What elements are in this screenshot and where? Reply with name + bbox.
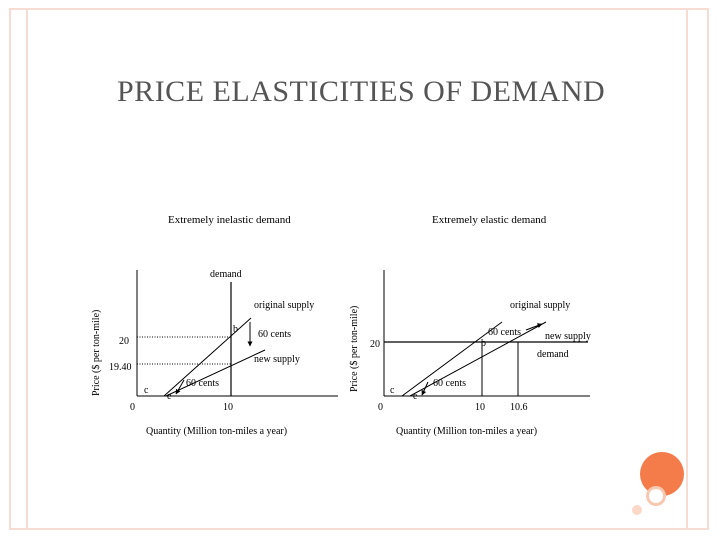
right-price-20: 20 [370,339,380,350]
right-y-axis-label: Price ($ per ton-mile) [349,306,360,392]
left-y-axis-label: Price ($ per ton-mile) [91,310,102,396]
left-point-e: e [167,391,172,402]
right-shift-arrow-bottom [421,381,429,396]
decorative-circle-ring [646,486,666,506]
left-new-supply-line [165,349,266,397]
left-original-supply-line [163,317,252,397]
right-new-supply-line [409,321,547,397]
right-demand-label: demand [537,349,569,360]
elastic-demand-diagram: Extremely elastic demand Price ($ per to… [349,214,591,437]
slide-frame [9,8,709,530]
right-point-e: e [413,391,418,402]
right-original-supply-label: original supply [510,300,570,311]
decorative-circle-small [632,505,642,515]
right-new-supply-label: new supply [545,331,591,342]
inelastic-heading: Extremely inelastic demand [168,214,291,226]
right-shift-label-top: 60 cents [488,327,521,338]
left-original-supply-label: original supply [254,300,314,311]
left-shift-label-top: 60 cents [258,329,291,340]
right-shift-arrow-top [525,323,543,331]
slide-title: PRICE ELASTICITIES OF DEMAND [117,75,606,108]
left-origin: 0 [130,402,135,413]
right-point-b: b [481,338,486,349]
right-frame-rule [686,8,688,530]
left-shift-arrow-bottom [175,379,185,395]
right-shift-label-bottom: 60 cents [433,378,466,389]
left-price-19-40: 19.40 [109,362,132,373]
right-quantity-10-6: 10.6 [510,402,528,413]
left-x-axis-label: Quantity (Million ton-miles a year) [146,426,287,437]
right-x-axis-label: Quantity (Million ton-miles a year) [396,426,537,437]
right-original-supply-line [401,321,503,397]
left-new-supply-label: new supply [254,354,300,365]
left-demand-label: demand [210,269,242,280]
left-price-20: 20 [119,336,129,347]
left-quantity-10: 10 [223,402,233,413]
left-point-c: c [144,385,149,396]
left-frame-rule [26,8,28,530]
elastic-heading: Extremely elastic demand [432,214,547,226]
inelastic-demand-diagram: Extremely inelastic demand Price ($ per … [91,214,338,437]
right-origin: 0 [378,402,383,413]
left-shift-label-bottom: 60 cents [186,378,219,389]
right-quantity-10: 10 [475,402,485,413]
right-point-c: c [390,385,395,396]
left-point-b: b [233,324,238,335]
